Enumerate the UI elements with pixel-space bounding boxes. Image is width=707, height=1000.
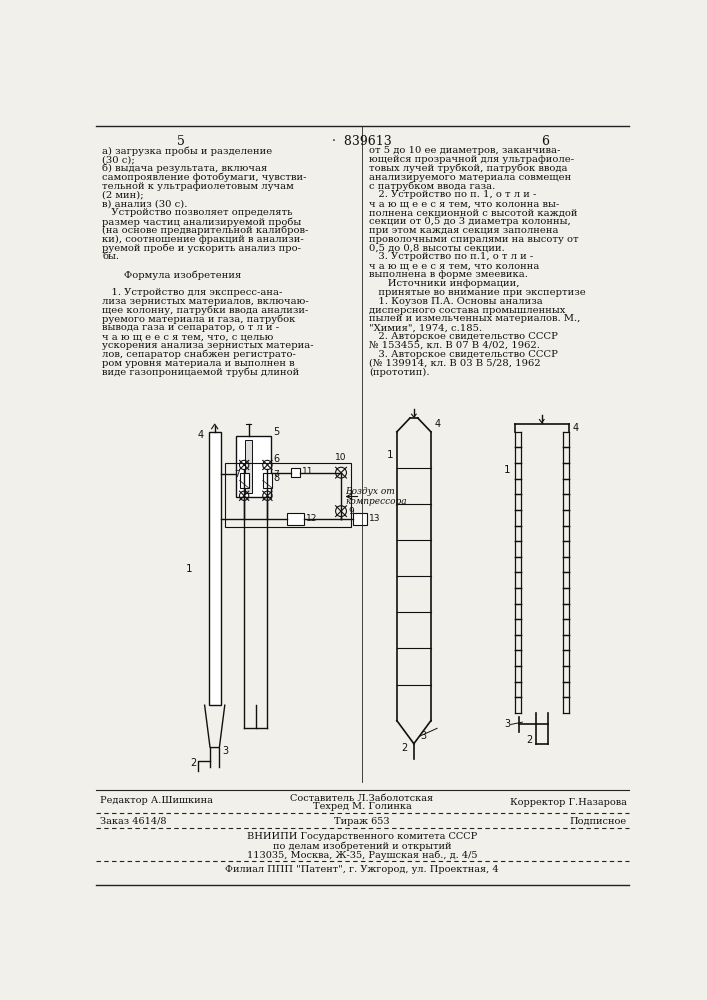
Text: Составитель Л.Заболотская: Составитель Л.Заболотская bbox=[291, 794, 433, 803]
Text: самопроявление фотобумаги, чувстви-: самопроявление фотобумаги, чувстви- bbox=[103, 173, 307, 182]
Text: 6: 6 bbox=[542, 135, 549, 148]
Text: 113035, Москва, Ж-35, Раушская наб., д. 4/5: 113035, Москва, Ж-35, Раушская наб., д. … bbox=[247, 851, 477, 860]
Text: бы.: бы. bbox=[103, 252, 119, 261]
Text: 5: 5 bbox=[274, 427, 280, 437]
Text: Техред М. Голинка: Техред М. Голинка bbox=[312, 802, 411, 811]
Text: Корректор Г.Назарова: Корректор Г.Назарова bbox=[510, 798, 627, 807]
Text: секции от 0,5 до 3 диаметра колонны,: секции от 0,5 до 3 диаметра колонны, bbox=[369, 217, 571, 226]
Text: от 5 до 10 ее диаметров, заканчива-: от 5 до 10 ее диаметров, заканчива- bbox=[369, 146, 561, 155]
Text: (№ 139914, кл. В 03 В 5/28, 1962: (№ 139914, кл. В 03 В 5/28, 1962 bbox=[369, 359, 541, 368]
Bar bbox=[353, 513, 367, 525]
Text: щее колонну, патрубки ввода анализи-: щее колонну, патрубки ввода анализи- bbox=[103, 306, 309, 315]
Text: 8: 8 bbox=[274, 473, 280, 483]
Text: 3: 3 bbox=[420, 731, 426, 741]
Bar bbox=[263, 473, 272, 488]
Text: с патрубком ввода газа.: с патрубком ввода газа. bbox=[369, 182, 495, 191]
Text: 7: 7 bbox=[273, 470, 279, 479]
Text: 3: 3 bbox=[223, 746, 228, 756]
Text: 0,5 до 0,8 высоты секции.: 0,5 до 0,8 высоты секции. bbox=[369, 244, 505, 253]
Text: дисперсного состава промышленных: дисперсного состава промышленных bbox=[369, 306, 566, 315]
Text: Устройство позволяет определять: Устройство позволяет определять bbox=[103, 208, 293, 217]
Text: (30 с);: (30 с); bbox=[103, 155, 135, 164]
Text: виде газопроницаемой трубы длиной: виде газопроницаемой трубы длиной bbox=[103, 368, 300, 377]
Text: лов, сепаратор снабжен регистрато-: лов, сепаратор снабжен регистрато- bbox=[103, 350, 296, 359]
Text: принятые во внимание при экспертизе: принятые во внимание при экспертизе bbox=[369, 288, 585, 297]
Text: 11: 11 bbox=[303, 466, 314, 476]
Text: пылей и измельченных материалов. М.,: пылей и измельченных материалов. М., bbox=[369, 314, 580, 323]
Text: 1: 1 bbox=[186, 564, 192, 574]
Text: 10: 10 bbox=[335, 453, 346, 462]
Text: 3. Устройство по п.1, о т л и -: 3. Устройство по п.1, о т л и - bbox=[369, 252, 533, 261]
Text: тельной к ультрафиолетовым лучам: тельной к ультрафиолетовым лучам bbox=[103, 182, 294, 191]
Text: ром уровня материала и выполнен в: ром уровня материала и выполнен в bbox=[103, 359, 295, 368]
Text: 13: 13 bbox=[369, 514, 380, 523]
Text: Филиал ППП "Патент", г. Ужгород, ул. Проектная, 4: Филиал ППП "Патент", г. Ужгород, ул. Про… bbox=[225, 865, 498, 874]
Text: Источники информации,: Источники информации, bbox=[369, 279, 520, 288]
Text: 1. Устройство для экспресс-ана-: 1. Устройство для экспресс-ана- bbox=[103, 288, 283, 297]
Text: 12: 12 bbox=[306, 514, 317, 523]
Text: ВНИИПИ Государственного комитета СССР: ВНИИПИ Государственного комитета СССР bbox=[247, 832, 477, 841]
Text: руемого материала и газа, патрубок: руемого материала и газа, патрубок bbox=[103, 314, 296, 324]
Text: полнена секционной с высотой каждой: полнена секционной с высотой каждой bbox=[369, 208, 578, 217]
Text: вывода газа и сепаратор, о т л и -: вывода газа и сепаратор, о т л и - bbox=[103, 323, 279, 332]
Bar bbox=[209, 432, 221, 705]
Text: 1. Коузов П.А. Основы анализа: 1. Коузов П.А. Основы анализа bbox=[369, 297, 543, 306]
Text: Редактор А.Шишкина: Редактор А.Шишкина bbox=[100, 796, 213, 805]
Text: 1: 1 bbox=[386, 450, 393, 460]
Text: товых лучей трубкой, патрубок ввода: товых лучей трубкой, патрубок ввода bbox=[369, 164, 568, 173]
Bar bbox=[225, 463, 351, 527]
Text: руемой пробе и ускорить анализ про-: руемой пробе и ускорить анализ про- bbox=[103, 244, 301, 253]
Text: в) анализ (30 с).: в) анализ (30 с). bbox=[103, 199, 187, 208]
Text: размер частиц анализируемой пробы: размер частиц анализируемой пробы bbox=[103, 217, 302, 227]
Text: 6: 6 bbox=[274, 454, 280, 464]
Text: (на основе предварительной калибров-: (на основе предварительной калибров- bbox=[103, 226, 309, 235]
Text: 4: 4 bbox=[435, 419, 441, 429]
Text: Заказ 4614/8: Заказ 4614/8 bbox=[100, 817, 167, 826]
Text: а) загрузка пробы и разделение: а) загрузка пробы и разделение bbox=[103, 146, 273, 156]
Text: 7: 7 bbox=[235, 470, 240, 479]
Bar bbox=[240, 473, 249, 488]
Text: ч а ю щ е е с я тем, что колонна: ч а ю щ е е с я тем, что колонна bbox=[369, 261, 539, 270]
Text: (2 мин);: (2 мин); bbox=[103, 190, 144, 199]
Text: Тираж 653: Тираж 653 bbox=[334, 817, 390, 826]
Text: по делам изобретений и открытий: по делам изобретений и открытий bbox=[273, 841, 451, 851]
Text: (прототип).: (прототип). bbox=[369, 368, 429, 377]
Text: 5: 5 bbox=[177, 135, 185, 148]
Text: Подписное: Подписное bbox=[570, 817, 627, 826]
Text: ки), соотношение фракций в анализи-: ки), соотношение фракций в анализи- bbox=[103, 235, 304, 244]
Text: ч а ю щ е е с я тем, что колонна вы-: ч а ю щ е е с я тем, что колонна вы- bbox=[369, 199, 559, 208]
Text: лиза зернистых материалов, включаю-: лиза зернистых материалов, включаю- bbox=[103, 297, 309, 306]
Text: № 153455, кл. В 07 В 4/02, 1962.: № 153455, кл. В 07 В 4/02, 1962. bbox=[369, 341, 540, 350]
Text: проволочными спиралями на высоту от: проволочными спиралями на высоту от bbox=[369, 235, 578, 244]
Text: 2: 2 bbox=[191, 758, 197, 768]
Text: анализируемого материала совмещен: анализируемого материала совмещен bbox=[369, 173, 571, 182]
Text: 2: 2 bbox=[402, 743, 408, 753]
Text: ч а ю щ е е с я тем, что, с целью: ч а ю щ е е с я тем, что, с целью bbox=[103, 332, 274, 341]
Text: 2. Авторское свидетельство СССР: 2. Авторское свидетельство СССР bbox=[369, 332, 558, 341]
Text: 2: 2 bbox=[526, 735, 532, 745]
Text: 9: 9 bbox=[349, 507, 354, 516]
Bar bbox=[291, 468, 300, 477]
Bar bbox=[236, 436, 271, 497]
Text: Воздух от: Воздух от bbox=[345, 487, 395, 496]
Text: "Химия", 1974, с.185.: "Химия", 1974, с.185. bbox=[369, 323, 482, 332]
Bar bbox=[245, 440, 252, 493]
Text: ·  839613: · 839613 bbox=[332, 135, 392, 148]
Text: 4: 4 bbox=[573, 423, 579, 433]
Text: 3: 3 bbox=[505, 719, 510, 729]
Text: 1: 1 bbox=[504, 465, 510, 475]
Text: б) выдача результата, включая: б) выдача результата, включая bbox=[103, 164, 267, 173]
Text: компрессора: компрессора bbox=[345, 497, 407, 506]
Text: ускорения анализа зернистых материа-: ускорения анализа зернистых материа- bbox=[103, 341, 314, 350]
Text: Формула изобретения: Формула изобретения bbox=[103, 270, 242, 280]
Text: при этом каждая секция заполнена: при этом каждая секция заполнена bbox=[369, 226, 559, 235]
Text: 2. Устройство по п. 1, о т л и -: 2. Устройство по п. 1, о т л и - bbox=[369, 190, 537, 199]
Bar bbox=[287, 513, 304, 525]
Text: 4: 4 bbox=[198, 430, 204, 440]
Text: ющейся прозрачной для ультрафиоле-: ющейся прозрачной для ультрафиоле- bbox=[369, 155, 574, 164]
Text: выполнена в форме змеевика.: выполнена в форме змеевика. bbox=[369, 270, 528, 279]
Text: 3. Авторское свидетельство СССР: 3. Авторское свидетельство СССР bbox=[369, 350, 558, 359]
